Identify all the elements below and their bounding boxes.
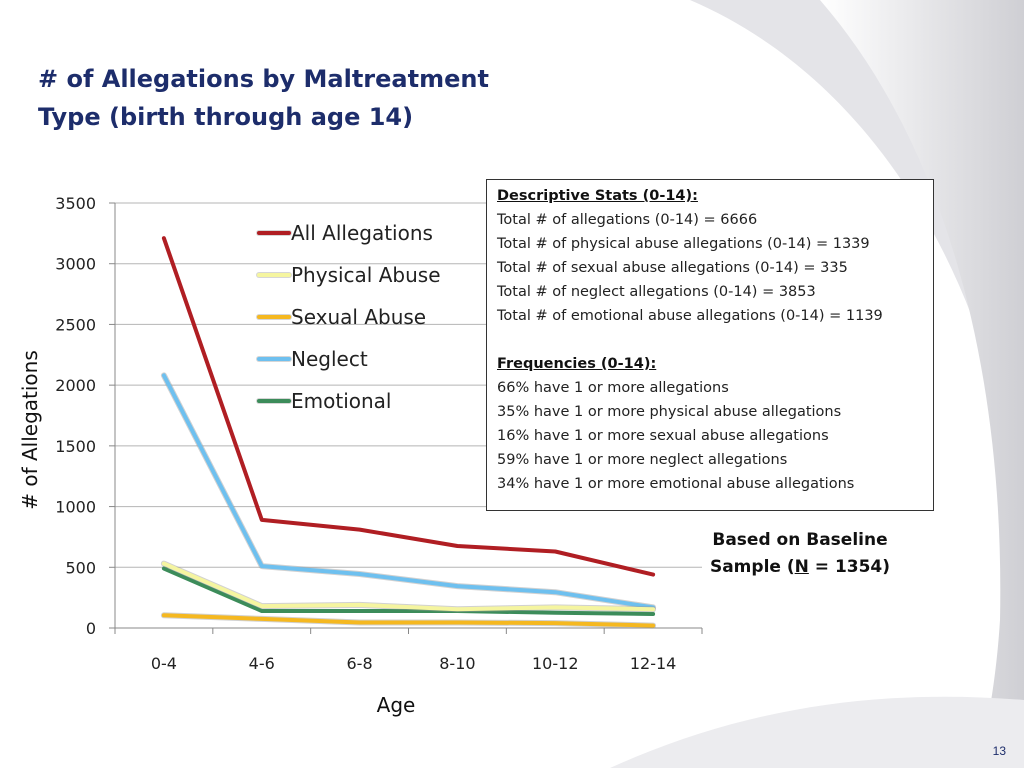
x-tick-label: 4-6 bbox=[249, 654, 275, 673]
frequency-line: 35% have 1 or more physical abuse allega… bbox=[497, 404, 842, 420]
slide-title-line-2: Type (birth through age 14) bbox=[38, 103, 414, 131]
frequency-line: 66% have 1 or more allegations bbox=[497, 380, 729, 396]
y-tick-label: 0 bbox=[86, 619, 96, 638]
chart-axes: 0 500 1000 1500 2000 2500 3000 3500 0-4 4-6 6-8 8-1… bbox=[55, 194, 703, 673]
y-tick-label: 2500 bbox=[55, 315, 96, 334]
legend-label: Physical Abuse bbox=[291, 263, 441, 287]
frequency-line: 34% have 1 or more emotional abuse alleg… bbox=[497, 476, 855, 492]
frequency-line: 59% have 1 or more neglect allegations bbox=[497, 452, 788, 468]
x-tick-label: 12-14 bbox=[630, 654, 677, 673]
sample-note-suffix: = 1354) bbox=[808, 557, 891, 577]
legend-item-emotional: Emotional bbox=[256, 389, 391, 413]
x-tick-label: 10-12 bbox=[532, 654, 579, 673]
y-tick-label: 3500 bbox=[55, 194, 96, 213]
series-line-sexual-abuse bbox=[161, 613, 656, 628]
slide-title: # of Allegations by Maltreatment Type (b… bbox=[38, 60, 558, 136]
x-axis-label: Age bbox=[377, 693, 416, 717]
descriptive-stat-line: Total # of neglect allegations (0-14) = … bbox=[497, 284, 816, 300]
y-tick-label: 500 bbox=[65, 558, 96, 577]
descriptive-stat-line: Total # of physical abuse allegations (0… bbox=[497, 236, 870, 252]
sample-note-n: N bbox=[794, 557, 809, 577]
legend-label: All Allegations bbox=[291, 221, 433, 245]
y-axis-label: # of Allegations bbox=[18, 350, 42, 510]
descriptive-stat-line: Total # of emotional abuse allegations (… bbox=[497, 308, 883, 324]
series-line-emotional bbox=[161, 566, 656, 616]
legend-item-all-allegations: All Allegations bbox=[256, 221, 433, 245]
sample-note-line-2: Sample (N = 1354) bbox=[700, 554, 900, 581]
x-tick-label: 6-8 bbox=[347, 654, 373, 673]
legend-label: Emotional bbox=[291, 389, 391, 413]
y-tick-label: 1500 bbox=[55, 437, 96, 456]
slide-number: 13 bbox=[992, 744, 1006, 758]
y-tick-label: 1000 bbox=[55, 498, 96, 517]
descriptive-stat-line: Total # of sexual abuse allegations (0-1… bbox=[497, 260, 848, 276]
x-tick-label: 0-4 bbox=[151, 654, 177, 673]
sample-note: Based on Baseline Sample (N = 1354) bbox=[700, 527, 900, 581]
frequency-line: 16% have 1 or more sexual abuse allegati… bbox=[497, 428, 829, 444]
legend-label: Sexual Abuse bbox=[291, 305, 426, 329]
legend-item-physical-abuse: Physical Abuse bbox=[256, 263, 441, 287]
series-line-physical-abuse bbox=[161, 561, 656, 612]
x-tick-label: 8-10 bbox=[439, 654, 475, 673]
series-line-all-allegations bbox=[161, 236, 656, 577]
descriptive-stat-line: Total # of allegations (0-14) = 6666 bbox=[497, 212, 758, 228]
slide-title-line-1: # of Allegations by Maltreatment bbox=[38, 65, 489, 93]
y-tick-label: 3000 bbox=[55, 255, 96, 274]
frequencies-heading: Frequencies (0-14): bbox=[497, 356, 657, 372]
legend-item-sexual-abuse: Sexual Abuse bbox=[256, 305, 426, 329]
y-tick-label: 2000 bbox=[55, 376, 96, 395]
series-line-neglect bbox=[161, 373, 656, 610]
descriptive-stats-box: Descriptive Stats (0-14): Total # of all… bbox=[486, 179, 934, 511]
descriptive-stats-heading: Descriptive Stats (0-14): bbox=[497, 188, 698, 204]
chart-series bbox=[160, 236, 657, 629]
legend-item-neglect: Neglect bbox=[256, 347, 368, 371]
chart-legend: All Allegations Physical Abuse Sexual Abus… bbox=[256, 221, 441, 413]
sample-note-prefix: Sample ( bbox=[709, 557, 795, 577]
sample-note-line-1: Based on Baseline bbox=[712, 530, 888, 550]
legend-label: Neglect bbox=[291, 347, 368, 371]
